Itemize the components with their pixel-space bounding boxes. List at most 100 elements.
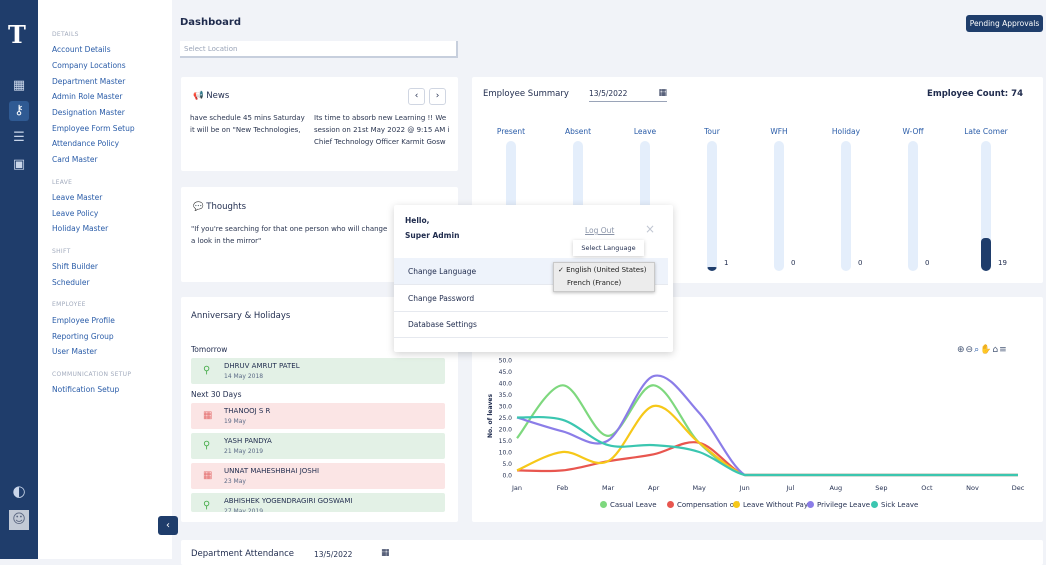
sidebar-item-user-master[interactable]: User Master: [52, 347, 98, 356]
summary-bar-value: 19: [998, 259, 1007, 267]
news-item-2: Its time to absorb new Learning !! We se…: [314, 112, 449, 148]
anniversary-item: ⚲ YASH PANDYA 21 May 2019: [191, 433, 445, 459]
legend-item[interactable]: Casual Leave: [600, 501, 657, 509]
legend-item[interactable]: Privilege Leave: [807, 501, 870, 509]
pan-icon[interactable]: ✋: [980, 345, 993, 355]
sidebar-section-title: COMMUNICATION SETUP: [52, 371, 132, 378]
avatar[interactable]: ☺: [9, 510, 29, 530]
language-option-french[interactable]: French (France): [567, 279, 622, 287]
collapse-sidebar-button[interactable]: ‹: [158, 516, 178, 535]
legend-dot: [667, 501, 674, 508]
sidebar-item-department-master[interactable]: Department Master: [52, 77, 126, 86]
summary-bar-fill: [707, 267, 717, 271]
zoom-out-icon[interactable]: ⊖: [965, 345, 975, 355]
summary-bar-fill: [981, 238, 991, 271]
summary-bar-label: WFH: [770, 127, 788, 136]
sliders-icon[interactable]: ☰: [13, 130, 25, 145]
work-anniversary-icon: ⚲: [203, 500, 211, 511]
sidebar-item-leave-policy[interactable]: Leave Policy: [52, 209, 99, 218]
logout-link[interactable]: Log Out: [585, 226, 615, 235]
menu-icon[interactable]: ≡: [999, 345, 1008, 355]
summary-bar-track[interactable]: [774, 141, 784, 271]
summary-date-field[interactable]: 13/5/2022 ▦: [589, 88, 667, 102]
anniversary-title: Anniversary & Holidays: [191, 311, 291, 321]
legend-dot: [733, 501, 740, 508]
home-icon[interactable]: ⌂: [992, 345, 1000, 355]
summary-bar-track[interactable]: [707, 141, 717, 271]
thought-text: "If you're searching for that one person…: [191, 223, 401, 247]
sidebar-item-employee-form-setup[interactable]: Employee Form Setup: [52, 124, 135, 133]
language-option-english[interactable]: ✓ English (United States): [558, 266, 646, 274]
summary-bar-label: Late Comer: [964, 127, 1008, 136]
news-line: have schedule 45 mins Saturday: [190, 114, 305, 122]
employee-name: YASH PANDYA: [224, 437, 272, 445]
event-date: 19 May: [224, 418, 246, 425]
sidebar-item-card-master[interactable]: Card Master: [52, 155, 98, 164]
user-name: Super Admin: [405, 231, 460, 240]
legend-item[interactable]: Sick Leave: [871, 501, 918, 509]
database-settings-item[interactable]: Database Settings: [394, 311, 668, 338]
legend-item[interactable]: Compensation off: [667, 501, 739, 509]
settings-wrench-icon[interactable]: ⚷: [9, 101, 29, 121]
sidebar-item-company-locations[interactable]: Company Locations: [52, 61, 126, 70]
summary-bar-label: W-Off: [902, 127, 924, 136]
news-next-button[interactable]: ›: [429, 88, 446, 105]
calendar-icon[interactable]: ▦: [381, 548, 390, 558]
thoughts-title-text: Thoughts: [206, 202, 247, 212]
sidebar: DETAILS Account Details Company Locations D…: [38, 0, 172, 559]
news-line: Its time to absorb new Learning !! We: [314, 114, 447, 122]
summary-bar-value: 0: [791, 259, 796, 267]
sidebar-item-shift-builder[interactable]: Shift Builder: [52, 262, 98, 271]
sidebar-item-reporting-group[interactable]: Reporting Group: [52, 332, 114, 341]
greeting: Hello,: [405, 216, 430, 225]
language-dropdown[interactable]: ✓ English (United States) French (France…: [553, 262, 655, 292]
legend-label: Sick Leave: [881, 501, 919, 509]
thought-line: a look in the mirror": [191, 237, 262, 245]
chat-icon[interactable]: ◐: [12, 482, 26, 500]
legend-item[interactable]: Leave Without Pay: [733, 501, 808, 509]
summary-date-value: 13/5/2022: [589, 89, 628, 98]
news-prev-button[interactable]: ‹: [408, 88, 425, 105]
sidebar-item-designation-master[interactable]: Designation Master: [52, 108, 125, 117]
birthday-cake-icon: ▦: [203, 410, 213, 421]
summary-bar-track[interactable]: [908, 141, 918, 271]
zoom-in-icon[interactable]: ⊕: [957, 345, 966, 355]
sidebar-item-holiday-master[interactable]: Holiday Master: [52, 224, 109, 233]
attendance-date[interactable]: 13/5/2022: [314, 550, 353, 559]
zoom-select-icon[interactable]: ⌕: [974, 345, 981, 355]
work-anniversary-icon: ⚲: [203, 440, 211, 451]
summary-bar-track[interactable]: [841, 141, 851, 271]
employee-summary-title: Employee Summary: [483, 89, 569, 99]
summary-bar-label: Absent: [564, 127, 592, 136]
sidebar-item-employee-profile[interactable]: Employee Profile: [52, 316, 115, 325]
close-icon[interactable]: ×: [645, 222, 656, 236]
pending-approvals-button[interactable]: Pending Approvals: [966, 15, 1043, 32]
legend-label: Casual Leave: [610, 501, 657, 509]
dashboard-icon[interactable]: ▦: [12, 78, 26, 93]
department-attendance-title: Department Attendance: [191, 549, 294, 559]
next-30-days-label: Next 30 Days: [191, 390, 242, 399]
legend-dot: [871, 501, 878, 508]
tomorrow-label: Tomorrow: [191, 345, 228, 354]
sidebar-section-title: DETAILS: [52, 31, 79, 38]
sidebar-item-admin-role-master[interactable]: Admin Role Master: [52, 92, 123, 101]
sidebar-section-title: EMPLOYEE: [52, 301, 86, 308]
employee-name: UNNAT MAHESHBHAI JOSHI: [224, 467, 320, 475]
legend-label: Privilege Leave: [817, 501, 871, 509]
sidebar-item-leave-master[interactable]: Leave Master: [52, 193, 103, 202]
megaphone-icon: 📢: [193, 91, 204, 101]
app-logo[interactable]: T: [8, 20, 26, 49]
news-item-1: have schedule 45 mins Saturday it will b…: [190, 112, 311, 136]
anniversary-item: ⚲ DHRUV AMRUT PATEL 14 May 2018: [191, 358, 445, 384]
location-select[interactable]: Select Location: [180, 41, 458, 58]
summary-bar-track[interactable]: [981, 141, 991, 271]
sidebar-item-account-details[interactable]: Account Details: [52, 45, 111, 54]
calendar-icon[interactable]: ▦: [658, 88, 667, 98]
sidebar-section-title: LEAVE: [52, 179, 73, 186]
sidebar-item-scheduler[interactable]: Scheduler: [52, 278, 90, 287]
change-password-item[interactable]: Change Password: [394, 285, 668, 312]
sidebar-item-attendance-policy[interactable]: Attendance Policy: [52, 139, 120, 148]
sidebar-item-notification-setup[interactable]: Notification Setup: [52, 385, 120, 394]
report-icon[interactable]: ▣: [12, 157, 26, 172]
news-line: Chief Technology Officer Karmit Gosw: [314, 138, 446, 146]
